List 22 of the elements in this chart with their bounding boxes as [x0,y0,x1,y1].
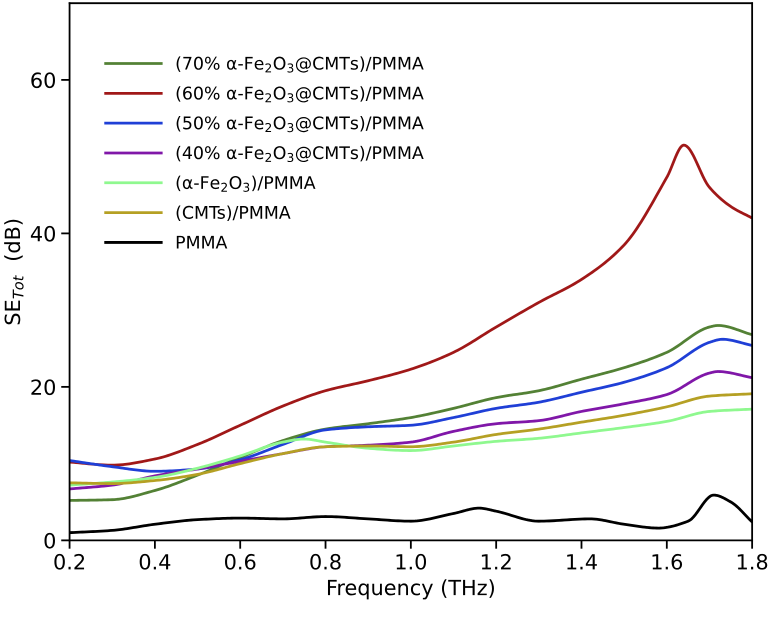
y-tick-label: 40 [30,226,55,242]
x-tick-label: 0.6 [225,554,256,570]
x-tick-label: 1.6 [652,554,682,570]
x-tick-label: 1.0 [396,554,426,570]
x-tick-label: 1.4 [567,554,597,570]
legend-label: (50% α-Fe$_{2}$O$_{3}$@CMTs)/PMMA [176,116,424,132]
legend-label: PMMA [176,236,228,249]
x-axis-title: Frequency (THz) [328,579,494,600]
x-tick-label: 0.4 [140,554,170,570]
legend-label: (70% α-Fe$_{2}$O$_{3}$@CMTs)/PMMA [176,56,424,73]
y-axis-title: SE$_{Tot}$ (dB) [4,220,24,324]
y-tick-label: 0 [44,532,55,549]
legend-label: (60% α-Fe$_{2}$O$_{3}$@CMTs)/PMMA [176,86,424,102]
legend-label: (α-Fe$_{2}$O$_{3}$)/PMMA [176,176,316,192]
x-tick-label: 0.2 [54,554,84,570]
y-tick-label: 60 [31,72,55,88]
legend-label: (40% α-Fe$_{2}$O$_{3}$@CMTs)/PMMA [176,146,424,162]
x-tick-label: 1.2 [482,554,511,570]
legend-label: (CMTs)/PMMA [176,206,291,221]
x-tick-label: 1.8 [738,554,768,570]
y-tick-label: 20 [31,379,55,396]
x-tick-label: 0.8 [310,554,341,570]
